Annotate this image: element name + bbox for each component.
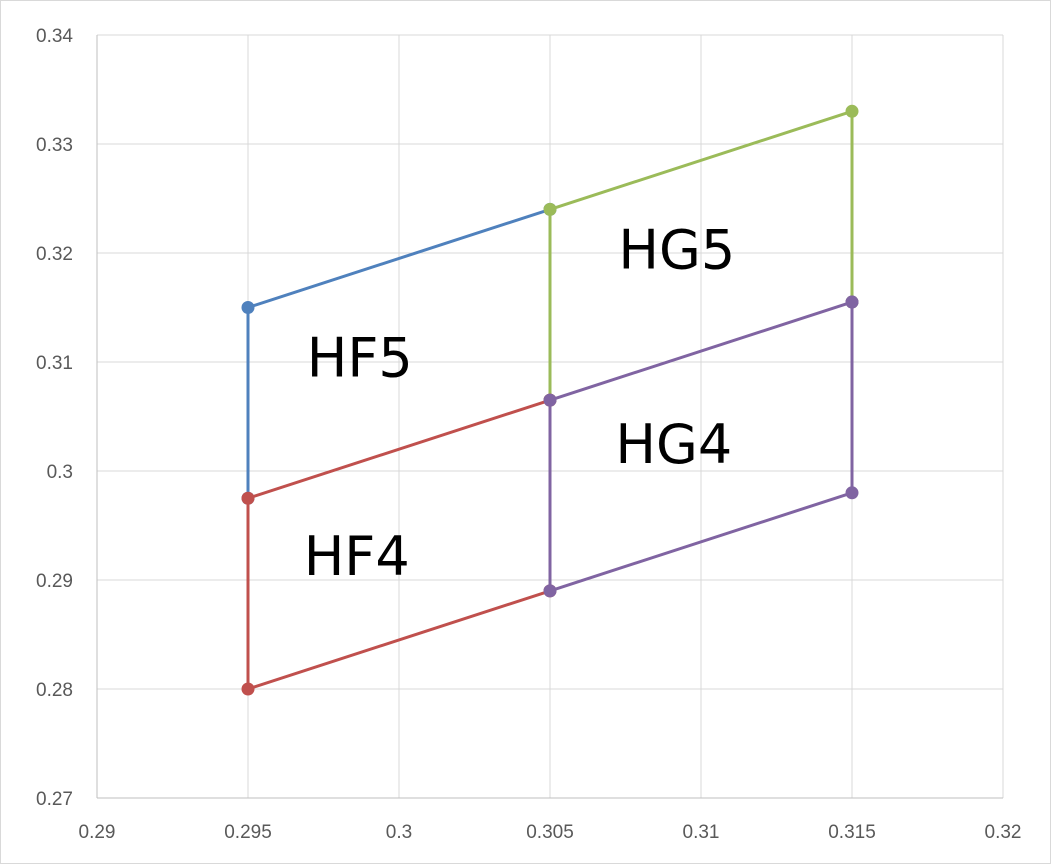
region-labels: HF5 HG5 HG4 HF4 <box>304 219 736 588</box>
x-tick-label: 0.29 <box>79 822 116 843</box>
series-line <box>548 109 854 401</box>
data-point <box>845 295 859 309</box>
data-point <box>543 393 557 407</box>
series <box>241 104 859 696</box>
x-tick-label: 0.315 <box>828 822 876 843</box>
y-axis-ticks: 0.27 0.28 0.29 0.3 0.31 0.32 0.33 0.34 <box>36 26 73 810</box>
x-tick-label: 0.295 <box>224 822 272 843</box>
y-tick-label: 0.27 <box>36 789 73 810</box>
x-tick-label: 0.3 <box>386 822 412 843</box>
data-point <box>241 682 255 696</box>
data-point <box>845 104 859 118</box>
region-label: HG4 <box>615 413 732 476</box>
x-tick-label: 0.305 <box>526 822 574 843</box>
data-point <box>543 202 557 216</box>
data-point <box>241 491 255 505</box>
x-tick-label: 0.31 <box>683 822 720 843</box>
data-point <box>845 486 859 500</box>
series-4 <box>543 295 859 598</box>
y-tick-label: 0.33 <box>36 135 73 156</box>
x-axis-ticks: 0.29 0.295 0.3 0.305 0.31 0.315 0.32 <box>79 822 1022 843</box>
y-tick-label: 0.29 <box>36 571 73 592</box>
data-point <box>543 584 557 598</box>
y-tick-label: 0.3 <box>47 462 73 483</box>
y-tick-label: 0.32 <box>36 244 73 265</box>
series-line <box>246 398 551 691</box>
axes <box>96 35 1003 799</box>
y-tick-label: 0.28 <box>36 680 73 701</box>
data-point <box>241 301 255 314</box>
region-label: HF4 <box>304 525 410 588</box>
region-label: HF5 <box>307 327 413 390</box>
region-label: HG5 <box>618 219 735 282</box>
y-tick-label: 0.34 <box>36 26 73 47</box>
y-tick-label: 0.31 <box>36 353 73 374</box>
x-tick-label: 0.32 <box>985 822 1022 843</box>
